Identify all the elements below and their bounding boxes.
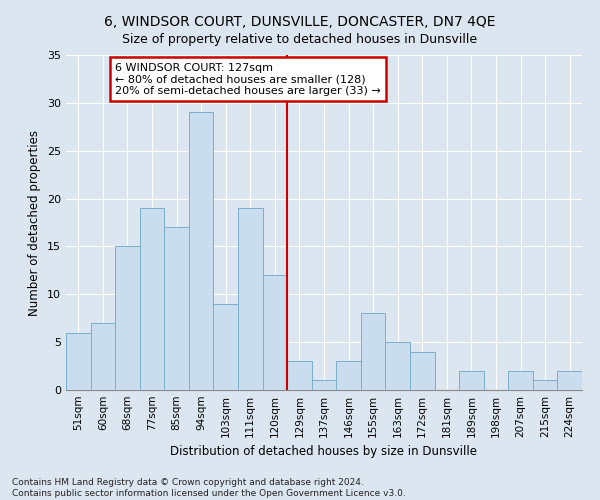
Bar [164,228,189,390]
Bar [533,380,557,390]
Bar [557,371,582,390]
Bar [287,362,312,390]
Bar [312,380,336,390]
Y-axis label: Number of detached properties: Number of detached properties [28,130,41,316]
Bar [189,112,214,390]
Bar [238,208,263,390]
Bar [115,246,140,390]
X-axis label: Distribution of detached houses by size in Dunsville: Distribution of detached houses by size … [170,446,478,458]
Bar [508,371,533,390]
Bar [361,314,385,390]
Text: 6, WINDSOR COURT, DUNSVILLE, DONCASTER, DN7 4QE: 6, WINDSOR COURT, DUNSVILLE, DONCASTER, … [104,15,496,29]
Bar [336,362,361,390]
Bar [385,342,410,390]
Text: 6 WINDSOR COURT: 127sqm
← 80% of detached houses are smaller (128)
20% of semi-d: 6 WINDSOR COURT: 127sqm ← 80% of detache… [115,62,381,96]
Bar [214,304,238,390]
Text: Size of property relative to detached houses in Dunsville: Size of property relative to detached ho… [122,32,478,46]
Bar [410,352,434,390]
Bar [140,208,164,390]
Bar [91,323,115,390]
Bar [263,275,287,390]
Bar [459,371,484,390]
Text: Contains HM Land Registry data © Crown copyright and database right 2024.
Contai: Contains HM Land Registry data © Crown c… [12,478,406,498]
Bar [66,332,91,390]
